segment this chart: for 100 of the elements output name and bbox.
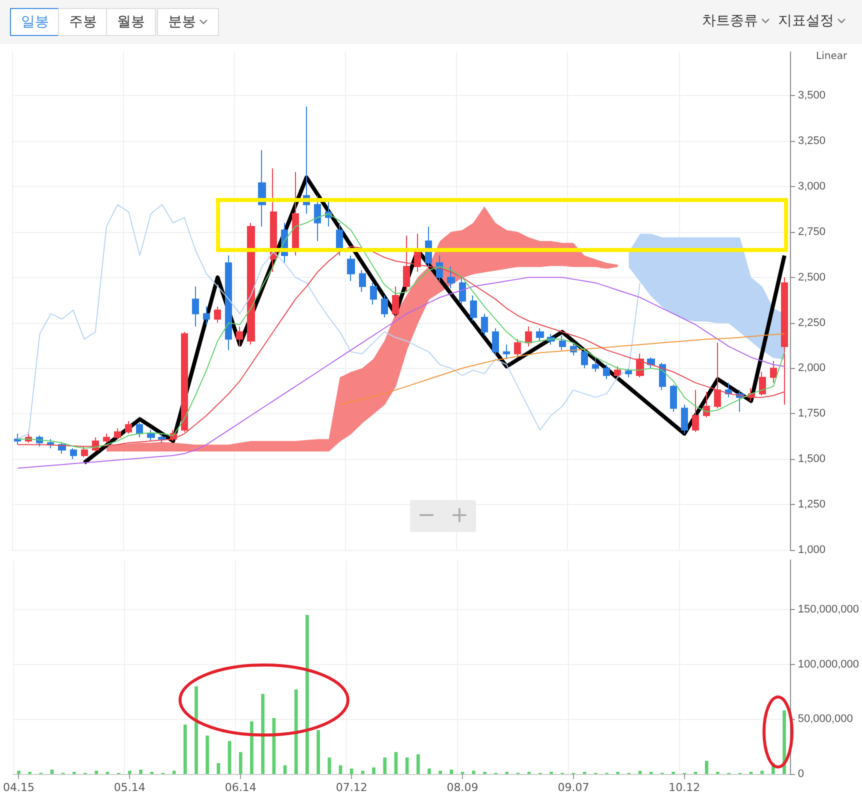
bar: [94, 770, 98, 774]
bar: [306, 614, 309, 774]
bar: [704, 760, 708, 774]
y-tick-label: 1,750: [798, 408, 826, 420]
candlestick: [703, 391, 710, 418]
bar: [250, 721, 254, 774]
bar: [316, 730, 320, 774]
candlestick: [359, 270, 366, 292]
y-tick-label: 3,250: [798, 135, 826, 148]
candlestick: [403, 235, 410, 292]
candlestick: [459, 276, 466, 306]
candlestick: [770, 360, 777, 384]
text: 일봉: [10, 8, 60, 36]
bar: [139, 770, 142, 774]
candlestick: [103, 433, 110, 444]
bar: [450, 770, 454, 774]
bar: [472, 770, 476, 774]
text: 지표설정: [778, 12, 835, 31]
candlestick: [247, 222, 255, 346]
candlestick: [681, 404, 688, 434]
candlestick: [125, 420, 132, 434]
bar: [172, 770, 176, 774]
candlestick: [292, 171, 299, 256]
bar: [228, 741, 232, 774]
x-tick-label: 08.09: [446, 781, 478, 794]
bar: [782, 710, 786, 774]
candlestick: [525, 326, 532, 347]
bar: [405, 758, 409, 774]
y-tick-label: 1,000: [798, 544, 826, 556]
text: 주봉: [58, 8, 108, 36]
bar: [206, 736, 210, 774]
candlestick: [514, 338, 521, 358]
annotation: +: [449, 502, 470, 530]
y-tick-label: 0: [798, 768, 804, 780]
y-tick-label: 2,500: [798, 271, 826, 284]
candlestick: [414, 233, 421, 272]
bar: [216, 763, 220, 774]
candlestick: [158, 433, 166, 444]
candlestick: [225, 255, 232, 351]
text: 차트종류: [702, 12, 759, 31]
bar: [50, 770, 54, 774]
bar: [338, 765, 342, 774]
candlestick: [603, 364, 610, 380]
y-tick-label: 1,250: [798, 498, 826, 511]
bar: [183, 724, 187, 774]
candlestick: [70, 448, 77, 460]
candlestick: [214, 306, 221, 324]
bar: [294, 689, 298, 774]
candlestick: [692, 390, 699, 432]
candlestick: [381, 295, 388, 318]
bar: [194, 686, 198, 774]
bar: [328, 758, 332, 774]
candlestick: [392, 286, 399, 318]
bar: [416, 754, 420, 774]
candlestick: [336, 222, 343, 256]
bar: [261, 694, 264, 774]
candlestick: [203, 306, 210, 326]
candlestick: [781, 276, 788, 406]
candlestick: [181, 331, 188, 432]
y-tick-label: 3,500: [798, 90, 826, 102]
candlestick: [81, 446, 88, 458]
candlestick: [192, 286, 199, 327]
candlestick: [347, 255, 355, 282]
x-tick-label: 05.14: [114, 781, 146, 794]
text: Linear: [816, 51, 848, 62]
y-tick-label: 50,000,000: [798, 713, 853, 726]
candlestick: [559, 335, 566, 351]
candlestick: [447, 266, 455, 289]
bar: [438, 770, 442, 774]
candlestick: [614, 366, 621, 378]
candlestick: [147, 430, 155, 442]
candlestick: [236, 326, 243, 347]
line-series: [339, 333, 785, 406]
candlestick: [581, 348, 588, 369]
x-tick-label: 10.12: [668, 781, 700, 794]
bar: [283, 765, 287, 774]
y-tick-label: 3,000: [798, 180, 826, 192]
bar: [428, 768, 431, 774]
candlestick: [14, 433, 21, 446]
candlestick: [270, 168, 277, 272]
x-tick-label: 04.15: [2, 781, 34, 794]
text: 월봉: [106, 8, 156, 36]
bar: [638, 770, 642, 774]
candlestick: [503, 344, 510, 360]
bar: [361, 770, 364, 774]
y-tick-label: 100,000,000: [798, 658, 859, 670]
candlestick: [314, 195, 321, 242]
bar: [17, 770, 20, 774]
y-tick-label: 2,000: [798, 362, 826, 374]
y-tick-label: 1,500: [798, 453, 826, 466]
candlestick: [536, 328, 544, 342]
candlestick: [670, 384, 677, 412]
annotation: −: [416, 502, 437, 530]
bar: [394, 752, 398, 774]
x-tick-label: 06.14: [224, 781, 256, 794]
candlestick: [714, 342, 721, 409]
text: 분봉: [157, 8, 219, 36]
candlestick: [481, 313, 488, 336]
y-tick-label: 150,000,000: [798, 603, 859, 616]
bar: [238, 752, 242, 774]
